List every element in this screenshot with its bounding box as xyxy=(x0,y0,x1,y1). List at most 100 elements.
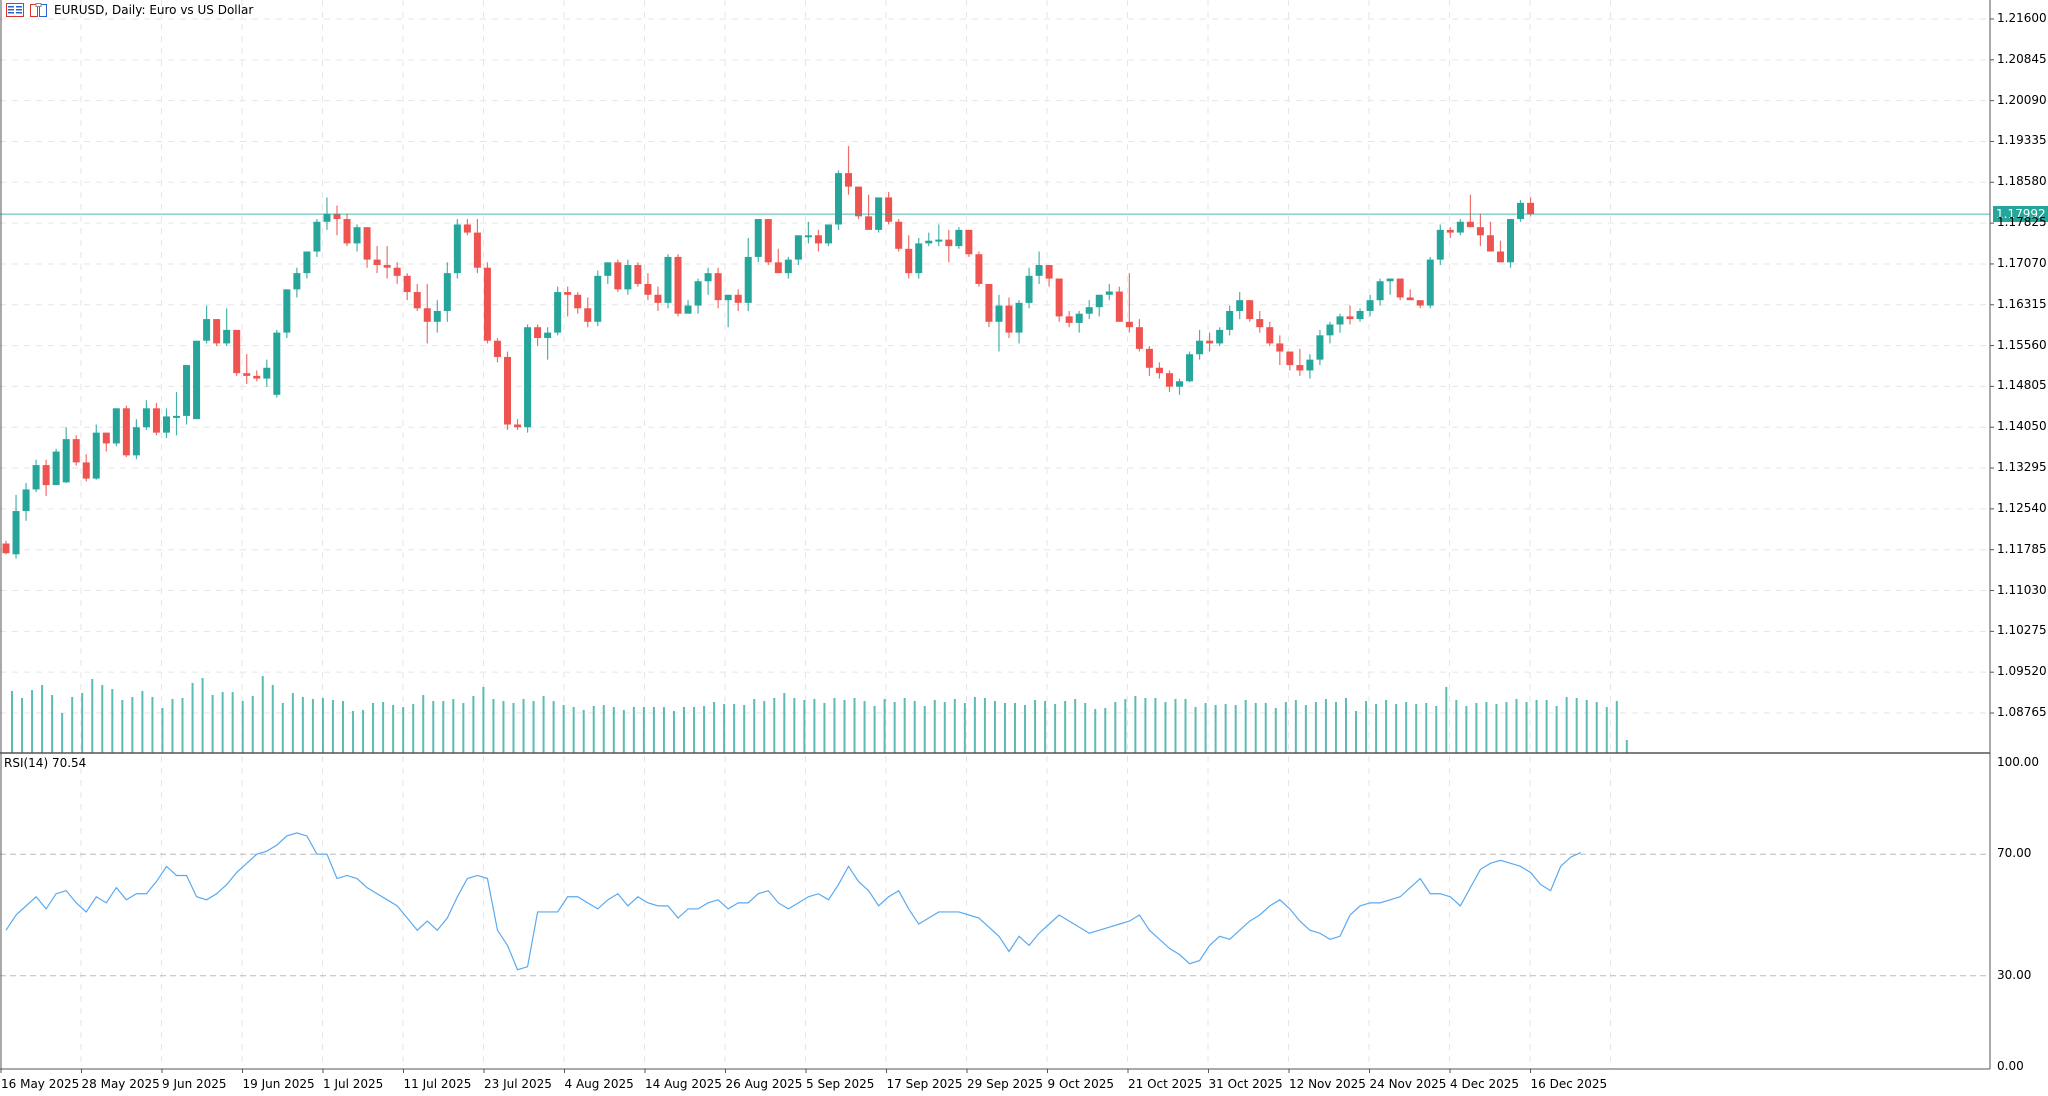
candle-body xyxy=(1115,291,1123,322)
candle-body xyxy=(724,294,732,301)
candle-body xyxy=(1336,316,1344,325)
candle-body xyxy=(774,262,782,274)
candle-body xyxy=(1055,278,1063,317)
candle-body xyxy=(122,408,130,456)
candle-body xyxy=(72,439,80,463)
x-axis-tick: 4 Aug 2025 xyxy=(564,1077,634,1091)
y-axis-tick: 1.20090 xyxy=(1997,92,2047,107)
candle-body xyxy=(303,251,311,274)
chart-template-icon[interactable] xyxy=(30,3,48,17)
candle-body xyxy=(1045,265,1053,279)
candle-body xyxy=(504,356,511,425)
candle-body xyxy=(1296,365,1304,371)
candle-body xyxy=(253,375,261,379)
candle-body xyxy=(1436,229,1444,260)
candle-body xyxy=(1286,351,1294,366)
candle-body xyxy=(824,224,832,244)
candle-body xyxy=(1527,202,1535,215)
candle-body xyxy=(1186,354,1194,382)
y-axis-tick: 1.13295 xyxy=(1997,460,2047,475)
x-axis-tick: 16 Dec 2025 xyxy=(1530,1077,1608,1091)
candle-body xyxy=(1015,302,1023,333)
candle-body xyxy=(965,229,973,255)
candle-body xyxy=(413,292,421,309)
candle-body xyxy=(142,408,150,428)
candle-body xyxy=(524,327,532,428)
candle-body xyxy=(22,489,30,512)
candle-body xyxy=(744,256,752,303)
candle-body xyxy=(1416,300,1424,306)
candle-body xyxy=(534,327,542,339)
candle-body xyxy=(1517,202,1525,220)
rsi-line xyxy=(5,832,1581,971)
candle-body xyxy=(1276,343,1284,352)
y-axis-tick: 1.19335 xyxy=(1997,133,2047,148)
candle-body xyxy=(423,308,431,322)
candle-body xyxy=(604,262,612,276)
candle-body xyxy=(493,340,501,357)
candle-body xyxy=(834,173,842,225)
candle-body xyxy=(554,292,562,333)
candle-body xyxy=(1266,327,1274,344)
candle-body xyxy=(985,283,993,322)
candle-body xyxy=(1125,321,1133,328)
candle-body xyxy=(162,416,170,433)
candle-body xyxy=(644,283,652,295)
x-axis-tick: 9 Oct 2025 xyxy=(1047,1077,1115,1091)
candle-body xyxy=(152,408,160,433)
candle-body xyxy=(183,365,191,416)
x-axis-tick: 12 Nov 2025 xyxy=(1289,1077,1366,1091)
candle-body xyxy=(1005,305,1013,333)
candle-body xyxy=(463,224,471,233)
candle-body xyxy=(343,219,351,244)
x-axis-tick: 31 Oct 2025 xyxy=(1208,1077,1283,1091)
y-axis-tick: 1.08765 xyxy=(1997,705,2047,719)
candle-body xyxy=(273,332,281,395)
candle-body xyxy=(1476,227,1484,236)
candle-body xyxy=(634,265,642,284)
x-axis-tick: 16 May 2025 xyxy=(1,1077,80,1091)
y-axis-tick: 1.15560 xyxy=(1997,337,2047,352)
candle-body xyxy=(283,289,291,333)
candle-body xyxy=(1155,367,1163,374)
x-axis-tick: 26 Aug 2025 xyxy=(725,1077,803,1091)
candle-body xyxy=(905,248,913,274)
candle-body xyxy=(1376,281,1384,301)
candle-body xyxy=(1135,327,1143,349)
candle-body xyxy=(363,227,371,260)
candle-body xyxy=(1095,294,1103,308)
x-axis-tick: 11 Jul 2025 xyxy=(403,1077,472,1091)
candle-body xyxy=(323,213,331,222)
candle-body xyxy=(1446,229,1454,233)
candle-body xyxy=(915,243,923,274)
candle-body xyxy=(132,427,140,456)
rsi-axis-tick: 100.00 xyxy=(1997,755,2039,769)
candle-body xyxy=(1196,340,1204,355)
rsi-label: RSI(14) 70.54 xyxy=(4,756,87,770)
y-axis-tick: 1.09520 xyxy=(1997,664,2047,679)
candle-body xyxy=(754,219,762,257)
candle-body xyxy=(845,173,853,187)
candle-body xyxy=(1105,291,1113,295)
candle-body xyxy=(664,256,672,303)
candle-body xyxy=(1356,310,1364,320)
candle-body xyxy=(42,465,50,486)
candle-body xyxy=(1025,275,1033,303)
candle-body xyxy=(624,265,632,290)
candle-body xyxy=(92,432,100,479)
y-axis-tick: 1.12540 xyxy=(1997,500,2047,515)
candle-body xyxy=(193,340,201,420)
x-axis-tick: 1 Jul 2025 xyxy=(323,1077,384,1091)
rsi-axis-tick: 70.00 xyxy=(1997,846,2032,861)
candle-body xyxy=(313,221,321,252)
chart-title-bar: EURUSD, Daily: Euro vs US Dollar xyxy=(6,3,253,17)
candle-body xyxy=(353,227,361,244)
candle-body xyxy=(112,408,120,444)
x-axis-tick: 24 Nov 2025 xyxy=(1369,1077,1447,1091)
chart-list-icon[interactable] xyxy=(6,3,24,17)
candle-body xyxy=(955,229,963,247)
x-axis-tick: 17 Sep 2025 xyxy=(886,1077,963,1091)
candle-body xyxy=(333,213,341,220)
